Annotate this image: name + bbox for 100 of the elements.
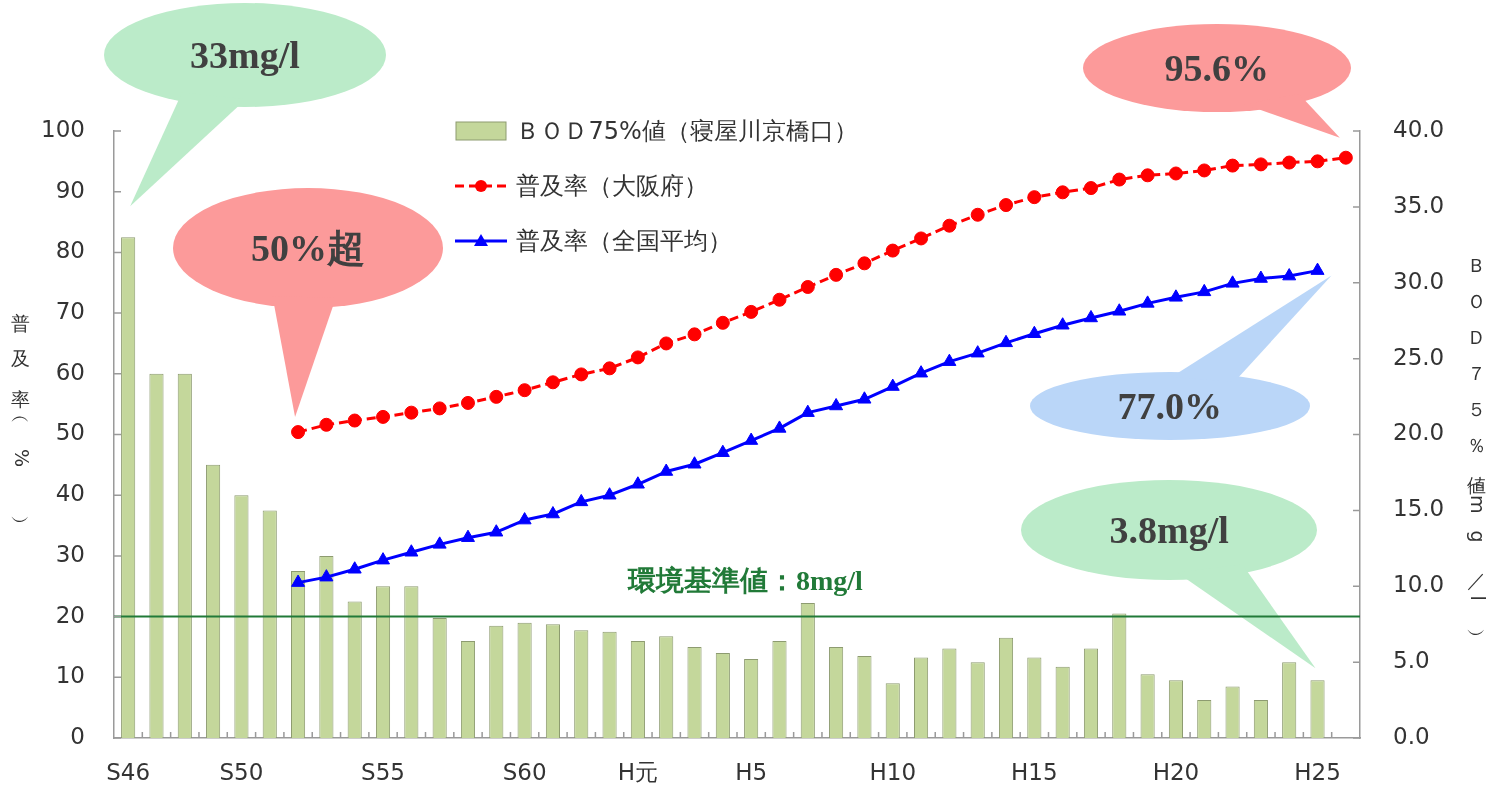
point: [602, 487, 617, 500]
point: [885, 243, 900, 258]
point: [744, 304, 759, 319]
point: [1112, 303, 1127, 316]
point: [404, 405, 419, 420]
point: [800, 404, 815, 417]
point: [1055, 185, 1070, 200]
point: [460, 395, 475, 410]
point: [970, 345, 985, 358]
point: [1197, 163, 1212, 178]
point: [829, 397, 844, 411]
point: [914, 365, 929, 378]
point: [800, 280, 815, 294]
x-tick-label: H15: [1011, 758, 1058, 785]
point: [460, 529, 475, 542]
y2-axis-title: ＢＯＤ７５％値（mg／l）: [1467, 245, 1490, 635]
point: [574, 493, 589, 507]
point: [1197, 283, 1212, 297]
y2-tick-label: 15.0: [1393, 495, 1445, 522]
y2-tick-label: 0.0: [1393, 722, 1430, 749]
point: [970, 207, 985, 222]
y-tick-label: 40: [55, 480, 85, 507]
y2-tick-label: 40.0: [1393, 115, 1445, 142]
point: [942, 218, 957, 233]
point: [1140, 168, 1155, 183]
point: [1225, 275, 1240, 288]
point: [1282, 268, 1297, 281]
x-tick-label: H20: [1152, 758, 1200, 785]
point: [857, 256, 872, 271]
point: [517, 383, 532, 398]
point: [319, 569, 334, 582]
y-tick-label: 10: [55, 662, 85, 689]
point: [1027, 325, 1042, 338]
x-tick-label: H25: [1294, 758, 1341, 785]
x-tick-label: H元: [617, 758, 659, 785]
legend-label: ＢＯＤ75%値（寝屋川京橋口）: [516, 115, 858, 147]
y2-tick-label: 35.0: [1393, 191, 1445, 218]
point: [1253, 270, 1268, 283]
y-tick-label: 80: [55, 237, 85, 264]
text: 95.6%: [1164, 47, 1269, 89]
y-tick-label: 100: [41, 115, 85, 142]
y-axis-title: 普及率（%）: [11, 297, 34, 544]
y2-tick-label: 30.0: [1393, 267, 1445, 294]
y-tick-label: 20: [55, 601, 85, 628]
x-tick-label: S46: [106, 758, 151, 785]
x-tick-label: S50: [219, 758, 264, 785]
point: [347, 561, 362, 574]
point: [1253, 157, 1268, 172]
y-tick-label: 50: [55, 419, 85, 446]
point: [659, 336, 674, 351]
point: [489, 389, 504, 404]
x-tick-label: H5: [735, 758, 768, 785]
legend-label: 普及率（大阪府）: [516, 170, 709, 202]
y-tick-label: 30: [55, 540, 85, 567]
point: [602, 361, 617, 376]
ref-line-label: 環境基準値：8mg/l: [626, 564, 864, 596]
point: [744, 432, 759, 445]
point: [914, 231, 929, 246]
x-tick-label: S55: [361, 758, 405, 785]
point: [1310, 154, 1325, 169]
point: [404, 544, 419, 557]
point: [376, 552, 391, 565]
point: [885, 378, 900, 391]
y2-tick-label: 5.0: [1393, 647, 1430, 674]
point: [999, 198, 1014, 213]
point: [319, 417, 334, 432]
point: [545, 375, 560, 390]
point: [1310, 262, 1325, 275]
point: [432, 401, 447, 416]
point: [1225, 158, 1240, 173]
point: [489, 524, 504, 537]
point: [545, 506, 560, 519]
point: [687, 456, 702, 469]
annotation: 77.0%: [1117, 385, 1222, 427]
point: [1338, 150, 1353, 165]
point: [687, 327, 702, 342]
point: [829, 267, 844, 282]
x-tick-label: H10: [869, 758, 917, 785]
point: [432, 536, 447, 549]
point: [347, 413, 362, 428]
point: [1112, 172, 1127, 187]
point: [1282, 155, 1297, 170]
point: [1140, 295, 1155, 308]
y-tick-label: 0: [70, 722, 85, 749]
y-tick-label: 70: [55, 298, 85, 325]
point: [772, 292, 787, 307]
point: [291, 425, 306, 440]
point: [659, 463, 674, 476]
point: [715, 444, 730, 457]
point: [857, 391, 872, 404]
point: [574, 367, 589, 382]
point: [999, 334, 1014, 348]
y-tick-label: 90: [55, 176, 85, 203]
point: [376, 409, 391, 424]
text: 33mg/l: [190, 34, 300, 76]
point: [517, 512, 532, 525]
y-tick-label: 60: [55, 358, 85, 385]
point: [1168, 289, 1183, 302]
point: [630, 350, 645, 365]
y2-tick-label: 25.0: [1393, 343, 1445, 370]
